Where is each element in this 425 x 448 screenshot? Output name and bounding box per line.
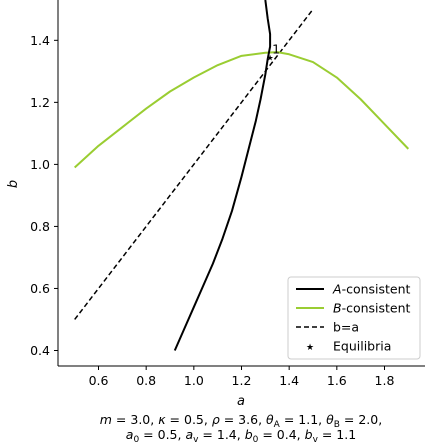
x-tick-label: 1.4 xyxy=(279,373,299,388)
y-tick-label: 1.4 xyxy=(30,33,50,48)
y-tick-label: 1.2 xyxy=(30,95,50,110)
legend-diag-label: b=a xyxy=(333,320,359,335)
caption-line2: a0 = 0.5, av = 1.4, b0 = 0.4, bv = 1.1 xyxy=(126,427,356,445)
caption-line1: m = 3.0, κ = 0.5, ρ = 3.6, θA = 1.1, θB … xyxy=(100,412,382,430)
series-layer xyxy=(74,0,410,351)
marker-layer: ★1 xyxy=(267,41,281,62)
y-axis-label: b xyxy=(6,180,21,188)
y-tick-label: 0.8 xyxy=(30,219,50,234)
legend-frame xyxy=(287,276,421,360)
equilibrium-star-icon: ★ xyxy=(267,53,274,62)
x-tick-label: 1.2 xyxy=(232,373,252,388)
x-tick-label: 0.6 xyxy=(89,373,109,388)
legend-equilibria-label: Equilibria xyxy=(333,339,391,354)
y-tick-label: 1.0 xyxy=(30,157,50,172)
series-b-a-line xyxy=(74,8,314,320)
x-tick-label: 1.6 xyxy=(327,373,347,388)
equilibrium-label: 1 xyxy=(272,41,280,56)
x-axis-label: a xyxy=(237,394,245,409)
y-tick-label: 0.6 xyxy=(30,281,50,296)
y-ticks: 0.4 0.6 0.8 1.0 1.2 1.4 xyxy=(30,33,58,358)
x-ticks: 0.6 0.8 1.0 1.2 1.4 1.6 1.8 xyxy=(89,366,395,388)
x-tick-label: 1.0 xyxy=(184,373,204,388)
plot-area: ★1 xyxy=(74,0,410,351)
series-a-consistent-line xyxy=(173,0,272,351)
series-b-consistent-line xyxy=(74,51,410,169)
legend: A-consistent B-consistent b=a ★ Equilibr… xyxy=(287,276,421,360)
legend-star-icon: ★ xyxy=(306,343,314,353)
y-tick-label: 0.4 xyxy=(30,343,50,358)
legend-b-label: B-consistent xyxy=(333,301,411,316)
x-tick-label: 0.8 xyxy=(136,373,156,388)
x-tick-label: 1.8 xyxy=(375,373,395,388)
legend-a-label: A-consistent xyxy=(332,282,411,297)
